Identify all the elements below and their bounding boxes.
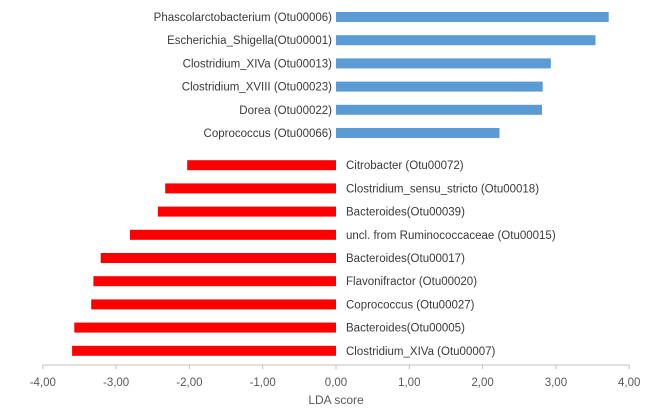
bars-layer: [72, 12, 609, 356]
x-tick-label-7: 3,00: [545, 377, 567, 389]
bar-labels-layer: Phascolarctobacterium (Otu00006) Escheric…: [154, 12, 556, 358]
x-axis-title: LDA score: [308, 393, 364, 407]
x-tick-label-0: -4,00: [30, 377, 56, 389]
bar-label-8: Bacteroides(Otu00039): [346, 207, 465, 219]
bar-2: [336, 58, 551, 69]
bar-label-7: Clostridium_sensu_stricto (Otu00018): [346, 183, 539, 195]
bar-11: [93, 276, 337, 287]
bar-3: [336, 81, 543, 92]
x-tick-label-5: 1,00: [398, 377, 420, 389]
x-tick-label-3: -1,00: [250, 377, 276, 389]
bar-7: [165, 183, 336, 194]
bar-14: [72, 345, 336, 356]
x-tick-label-4: 0,00: [325, 377, 347, 389]
bar-4: [336, 104, 542, 115]
x-tick-label-6: 2,00: [471, 377, 493, 389]
bar-label-11: Flavonifractor (Otu00020): [346, 276, 477, 288]
bar-1: [336, 35, 596, 46]
bar-label-9: uncl. from Ruminococcaceae (Otu00015): [346, 230, 556, 242]
x-tick-label-1: -3,00: [103, 377, 129, 389]
bar-label-14: Clostridium_XIVa (Otu00007): [346, 346, 496, 358]
x-tick-label-2: -2,00: [176, 377, 202, 389]
bar-9: [130, 229, 336, 240]
bar-12: [91, 299, 336, 310]
bar-label-2: Clostridium_XIVa (Otu00013): [183, 58, 333, 70]
bar-0: [336, 12, 609, 22]
bar-13: [74, 322, 337, 333]
bar-10: [100, 253, 336, 263]
bar-label-10: Bacteroides(Otu00017): [346, 253, 465, 265]
bar-label-4: Dorea (Otu00022): [239, 105, 332, 117]
bar-label-6: Citrobacter (Otu00072): [346, 160, 464, 172]
x-tick-label-8: 4,00: [618, 377, 640, 389]
bar-label-1: Escherichia_Shigella(Otu00001): [167, 35, 332, 47]
bar-label-3: Clostridium_XVIII (Otu00023): [182, 82, 332, 94]
bar-label-0: Phascolarctobacterium (Otu00006): [154, 12, 333, 24]
bar-label-13: Bacteroides(Otu00005): [346, 323, 465, 335]
bar-8: [157, 206, 336, 217]
bar-label-12: Coprococcus (Otu00027): [346, 299, 475, 311]
bar-label-5: Coprococcus (Otu00066): [204, 128, 333, 140]
bar-6: [187, 160, 336, 171]
x-axis: -4,00 -3,00 -2,00 -1,00 0,00 1,00 2,00 3,00 4,00: [30, 364, 640, 389]
bar-5: [336, 128, 500, 138]
